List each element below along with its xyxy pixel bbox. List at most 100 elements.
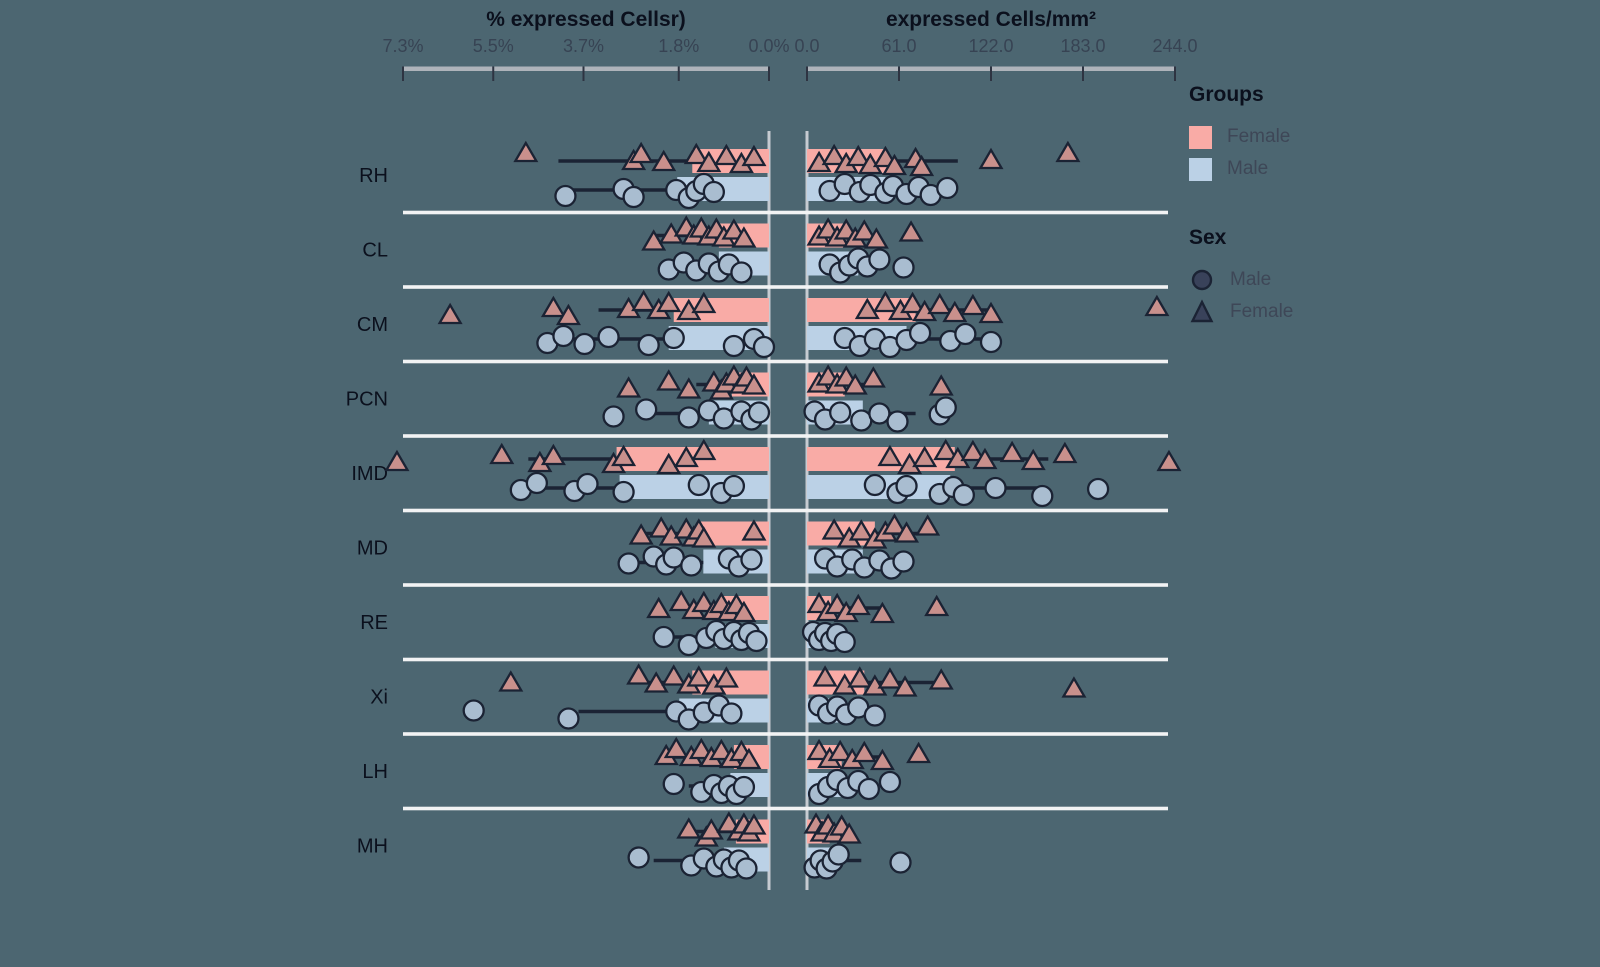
female-point [869,748,895,771]
legend: Groups Female Male Sex Male [1189,84,1509,328]
female-point [972,447,998,470]
female-point [933,438,959,461]
male-point [857,777,880,801]
female-point [912,445,938,468]
row-label-RH: RH [359,165,388,187]
female-point [927,292,953,315]
female-point [1052,441,1078,464]
male-point [680,554,703,577]
right-axis-tick-label: 122.0 [968,36,1013,56]
male-point [554,184,577,208]
row-label-CL: CL [362,240,388,262]
legend-label-sex-female: Female [1230,301,1294,322]
male-point [662,772,685,796]
female-point [736,747,762,770]
female-point [827,739,853,762]
legend-groups-title: Groups [1189,83,1264,106]
female-point [498,670,524,692]
male-point [892,550,915,573]
female-point [978,301,1004,324]
legend-item-group-female: Female [1189,121,1509,153]
male-color-swatch [1189,157,1212,181]
female-point [741,519,767,541]
male-point [722,474,746,498]
male-point [662,326,685,350]
female-point [906,741,932,764]
female-point [656,290,682,313]
left-axis-title: % expressed Cellsr) [486,8,686,31]
row-label-MD: MD [357,538,388,560]
male-point [863,473,887,497]
female-point [631,289,657,312]
female-point [741,813,767,835]
female-point [673,445,699,468]
female-point [1020,448,1046,471]
female-point [924,594,950,617]
female-point [960,439,986,462]
male-point [720,702,743,725]
female-point [851,740,877,763]
female-point [863,227,889,249]
male-point [552,324,575,348]
female-point [437,302,463,325]
female-point [661,664,687,686]
female-color-swatch [1189,125,1212,149]
female-point [881,153,907,176]
female-point [915,514,941,536]
female-point [676,817,702,839]
male-point [1031,484,1054,508]
male-point [732,775,756,799]
male-point [735,857,758,880]
male-point [462,699,485,722]
female-point [942,300,968,323]
legend-label-group-male: Male [1227,158,1269,179]
male-point [829,401,852,424]
female-point [691,291,717,314]
male-point [573,332,596,356]
female-point [909,154,935,177]
female-point [1055,140,1081,163]
female-point [713,666,739,688]
female-point [540,443,566,466]
male-point [637,333,660,357]
male-point [730,261,753,284]
row-separator [403,732,1168,736]
female-point [731,226,757,248]
male-point [635,398,658,421]
row-separator [403,210,1168,215]
female-point [741,373,767,395]
female-point [691,590,717,613]
male-point [936,176,959,200]
right-axis-tick-label: 0.0 [794,36,819,56]
female-point [845,593,871,616]
female-point [842,373,868,395]
female-point [555,303,581,326]
female-point [847,666,873,688]
male-point [892,256,915,279]
female-point [691,438,717,461]
right-axis-title: expressed Cells/mm² [886,8,1096,31]
row-label-RE: RE [360,612,388,634]
row-separator [403,434,1168,438]
legend-groups-block: Female Male [1189,121,1509,185]
male-point [934,396,957,419]
row-separator [403,285,1168,289]
female-point [960,293,986,316]
female-point [1156,449,1182,472]
left-axis-tick-label: 1.8% [658,36,699,56]
triangle-icon [1190,299,1214,323]
male-point [622,185,645,209]
female-point [616,376,642,398]
female-point [611,444,637,467]
male-point [747,401,771,424]
male-point [745,629,768,653]
female-point [1144,294,1170,317]
right-axis-tick-label: 244.0 [1152,36,1197,56]
female-point [646,596,672,619]
left-axis-tick-label: 7.3% [382,36,423,56]
male-point [863,704,887,727]
female-point [489,442,515,465]
female-point [686,665,712,687]
row-label-MH: MH [357,836,388,858]
